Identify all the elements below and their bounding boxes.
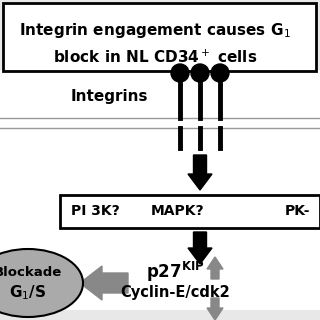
Circle shape [171, 64, 189, 82]
Circle shape [191, 64, 209, 82]
Text: Blockade: Blockade [0, 267, 62, 279]
Text: Integrins: Integrins [70, 89, 148, 103]
Ellipse shape [0, 249, 83, 317]
Text: PK-: PK- [285, 204, 310, 218]
Bar [3, 3, 316, 71]
Bar [0, 70, 320, 310]
Text: p27$^{\mathbf{KIP}}$: p27$^{\mathbf{KIP}}$ [146, 260, 204, 284]
Text: block in NL CD34$^+$ cells: block in NL CD34$^+$ cells [53, 48, 257, 66]
Text: Cyclin-E/cdk2: Cyclin-E/cdk2 [120, 284, 230, 300]
Text: MAPK?: MAPK? [151, 204, 205, 218]
FancyArrow shape [80, 266, 128, 300]
FancyArrow shape [207, 298, 223, 320]
FancyArrow shape [188, 155, 212, 190]
Circle shape [211, 64, 229, 82]
Bar [60, 195, 320, 228]
Text: Integrin engagement causes G$_1$: Integrin engagement causes G$_1$ [19, 20, 291, 39]
FancyArrow shape [188, 232, 212, 264]
Text: G$_1$/S: G$_1$/S [9, 284, 47, 302]
Text: PI 3K?: PI 3K? [71, 204, 119, 218]
FancyArrow shape [207, 257, 223, 279]
